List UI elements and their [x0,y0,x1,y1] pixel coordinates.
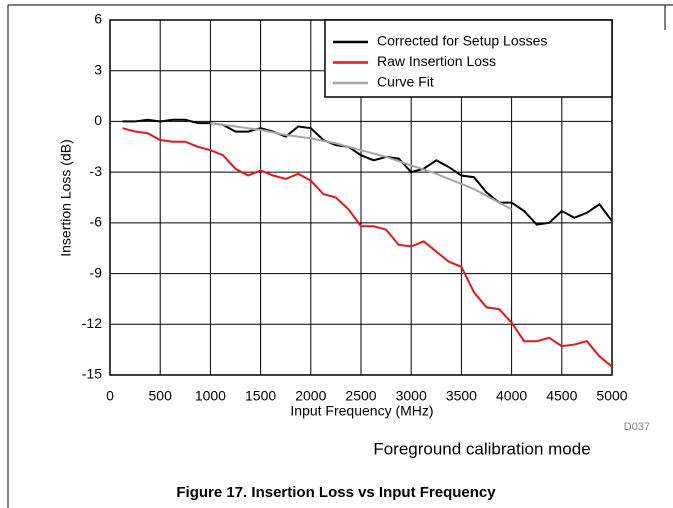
y-axis-label: Insertion Loss (dB) [58,139,74,257]
subtitle: Foreground calibration mode [373,439,590,458]
x-tick-label: 4500 [546,388,577,404]
legend-label: Corrected for Setup Losses [377,33,547,49]
x-tick-label: 1000 [195,388,226,404]
x-tick-label: 1500 [245,388,276,404]
series-line [122,127,613,368]
y-tick-label: -9 [90,264,103,280]
y-tick-label: -6 [90,214,103,230]
x-tick-label: 500 [149,388,173,404]
y-tick-label: 0 [94,112,102,128]
x-axis-label: Input Frequency (MHz) [290,403,433,419]
y-tick-label: -15 [82,366,102,382]
series-line [210,122,513,211]
legend-label: Curve Fit [377,74,434,90]
y-tick-label: 6 [94,11,102,27]
x-tick-label: 3000 [396,388,427,404]
figure-title: Figure 17. Insertion Loss vs Input Frequ… [176,484,496,501]
x-tick-label: 3500 [446,388,477,404]
y-tick-label: 3 [94,61,102,77]
x-tick-label: 4000 [496,388,527,404]
series-line [122,118,613,226]
y-tick-label: -12 [82,315,102,331]
legend-label: Raw Insertion Loss [377,53,496,69]
x-tick-label: 2500 [345,388,376,404]
legend-box [324,19,613,98]
x-tick-label: 0 [106,388,114,404]
x-tick-label: 5000 [596,388,627,404]
figure-code: D037 [624,421,650,433]
y-tick-label: -3 [90,163,103,179]
x-tick-label: 2000 [295,388,326,404]
